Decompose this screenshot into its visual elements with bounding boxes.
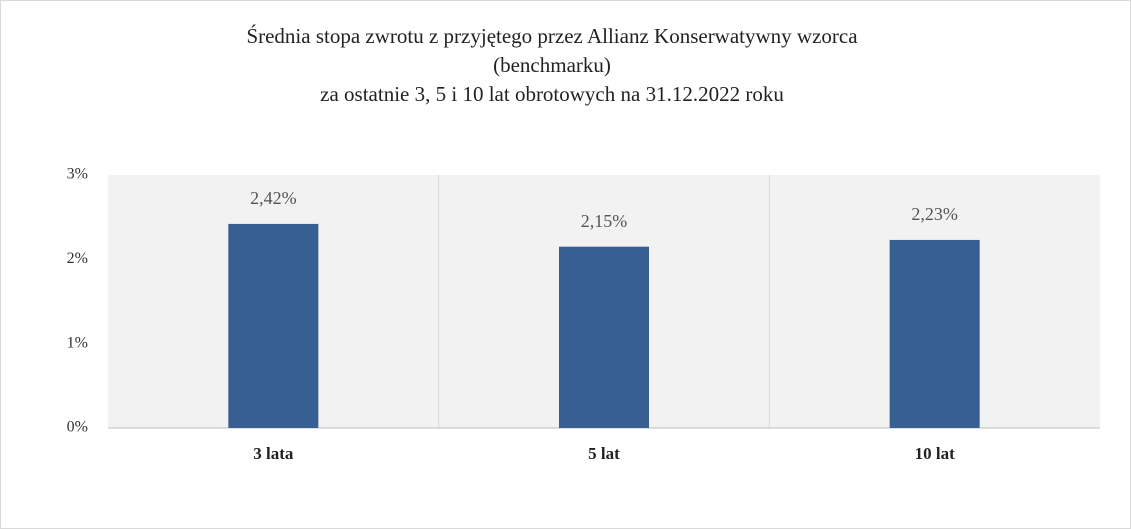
y-tick-label: 0% (67, 419, 88, 436)
chart-title: Średnia stopa zwrotu z przyjętego przez … (246, 24, 858, 48)
y-tick-label: 3% (67, 166, 88, 183)
x-tick-label: 5 lat (588, 444, 620, 463)
data-label: 2,23% (911, 204, 958, 224)
data-label: 2,15% (581, 211, 628, 231)
y-tick-label: 1% (67, 334, 88, 351)
chart-title: za ostatnie 3, 5 i 10 lat obrotowych na … (320, 82, 784, 106)
bar (559, 246, 649, 428)
y-tick-label: 2% (67, 250, 88, 267)
chart-title: (benchmarku) (493, 53, 611, 77)
x-tick-label: 10 lat (915, 444, 955, 463)
bar (228, 223, 319, 428)
x-tick-label: 3 lata (253, 444, 294, 463)
bar (889, 239, 980, 428)
data-label: 2,42% (250, 188, 297, 208)
